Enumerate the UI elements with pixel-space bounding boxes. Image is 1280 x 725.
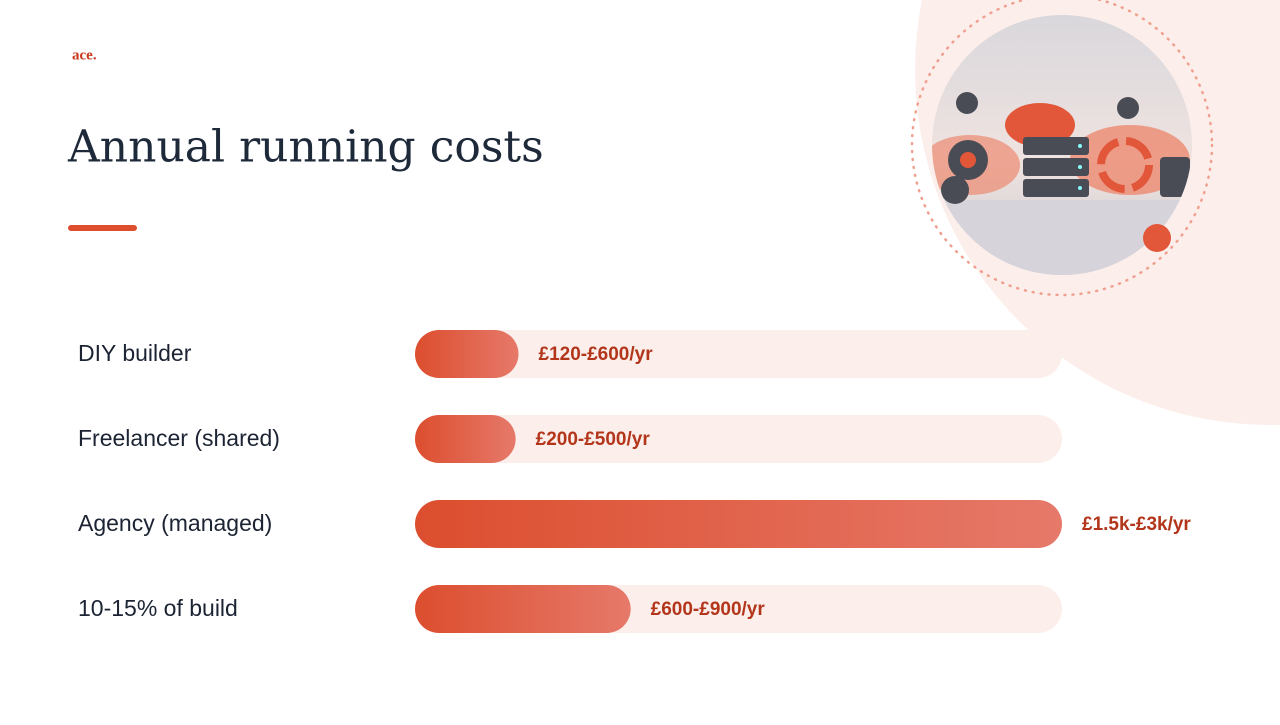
- bar: [415, 330, 519, 378]
- accent-dot: [1143, 224, 1171, 252]
- title-underline: [68, 225, 137, 231]
- value-label: £600-£900/yr: [651, 599, 766, 620]
- bar: [415, 415, 516, 463]
- bar: [415, 500, 1062, 548]
- value-label: £120-£600/yr: [539, 344, 654, 365]
- logo: ace.: [72, 47, 97, 63]
- value-label: £200-£500/yr: [536, 429, 651, 450]
- category-label: Agency (managed): [78, 510, 272, 536]
- bar: [415, 585, 631, 633]
- category-label: 10-15% of build: [78, 595, 238, 621]
- category-label: DIY builder: [78, 340, 192, 366]
- category-label: Freelancer (shared): [78, 425, 280, 451]
- value-label: £1.5k-£3k/yr: [1082, 514, 1191, 535]
- dotted-ring: [910, 0, 1214, 297]
- bar-track: [415, 330, 1062, 378]
- bar-track: [415, 415, 1062, 463]
- chart-title: Annual running costs: [67, 122, 544, 173]
